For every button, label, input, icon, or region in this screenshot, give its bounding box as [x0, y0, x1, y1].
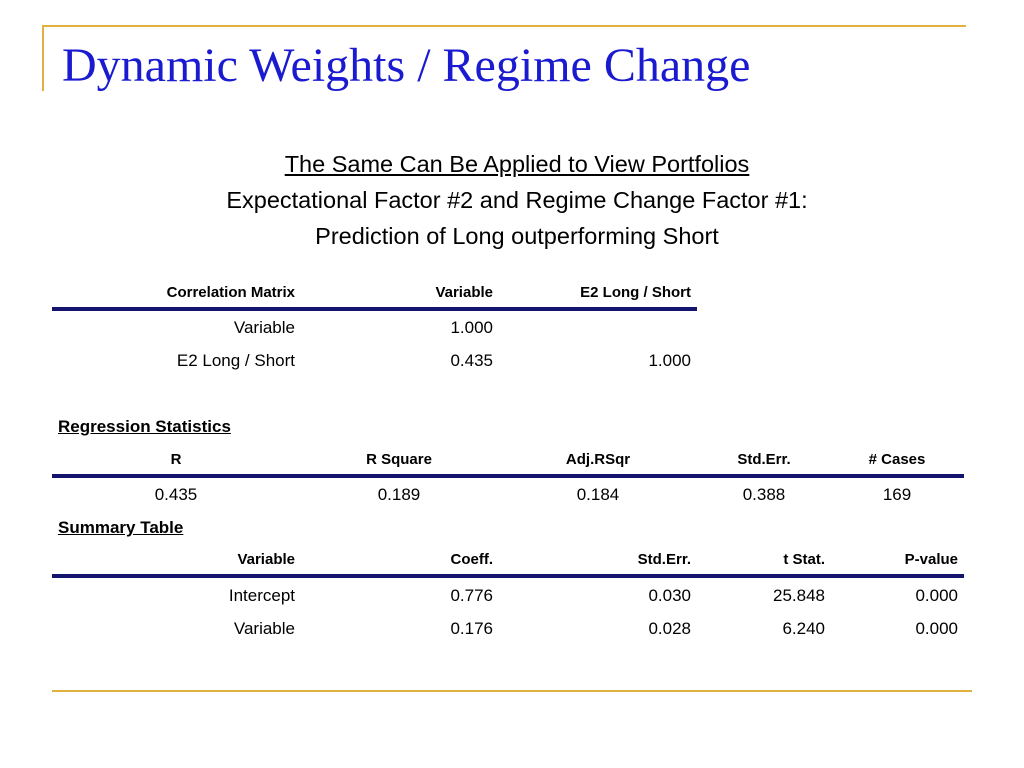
column-header: Adj.RSqr: [565, 451, 631, 468]
table-cell: E2 Long / Short: [176, 351, 295, 370]
table-cell: 6.240: [782, 619, 825, 638]
column-header: Variable: [237, 551, 295, 568]
frame-top-line: [42, 25, 966, 27]
table-cell: 0.000: [915, 619, 958, 638]
subtitle-line-1: The Same Can Be Applied to View Portfoli…: [284, 151, 750, 177]
column-header: R Square: [366, 451, 432, 468]
section-heading: Regression Statistics: [58, 417, 231, 436]
header-rule: [52, 307, 697, 311]
table-cell: 0.189: [377, 485, 421, 504]
column-header: # Cases: [868, 451, 926, 468]
column-header: t Stat.: [783, 551, 825, 568]
column-header: R: [170, 451, 182, 468]
table-cell: 1.000: [450, 318, 493, 337]
table-cell: 0.176: [450, 619, 493, 638]
table-cell: Intercept: [228, 586, 295, 605]
column-header: E2 Long / Short: [580, 284, 691, 301]
table-cell: 0.435: [154, 485, 198, 504]
column-header: Coeff.: [450, 551, 494, 568]
slide-subtitle: The Same Can Be Applied to View Portfoli…: [0, 146, 1024, 254]
column-header: Variable: [435, 284, 493, 301]
table-cell: Variable: [233, 619, 295, 638]
table-cell: 169: [882, 485, 912, 504]
column-header: Std.Err.: [637, 551, 691, 568]
table-cell: Variable: [233, 318, 295, 337]
subtitle-line-3: Prediction of Long outperforming Short: [315, 223, 719, 249]
header-rule: [52, 474, 964, 478]
table-cell: 0.028: [648, 619, 691, 638]
table-cell: 0.184: [576, 485, 620, 504]
column-header: Std.Err.: [737, 451, 791, 468]
column-header: P-value: [904, 551, 958, 568]
table-cell: 0.435: [450, 351, 493, 370]
subtitle-line-2: Expectational Factor #2 and Regime Chang…: [226, 187, 808, 213]
table-cell: 0.030: [648, 586, 691, 605]
table-cell: 0.776: [450, 586, 493, 605]
table-cell: 1.000: [648, 351, 691, 370]
section-heading: Summary Table: [58, 518, 184, 537]
header-rule: [52, 574, 964, 578]
frame-bottom-line: [52, 690, 972, 692]
table-cell: 25.848: [773, 586, 825, 605]
frame-left-line: [42, 25, 44, 91]
table-cell: 0.388: [742, 485, 786, 504]
column-header: Correlation Matrix: [166, 284, 295, 301]
table-cell: 0.000: [915, 586, 958, 605]
slide-title: Dynamic Weights / Regime Change: [62, 39, 751, 92]
